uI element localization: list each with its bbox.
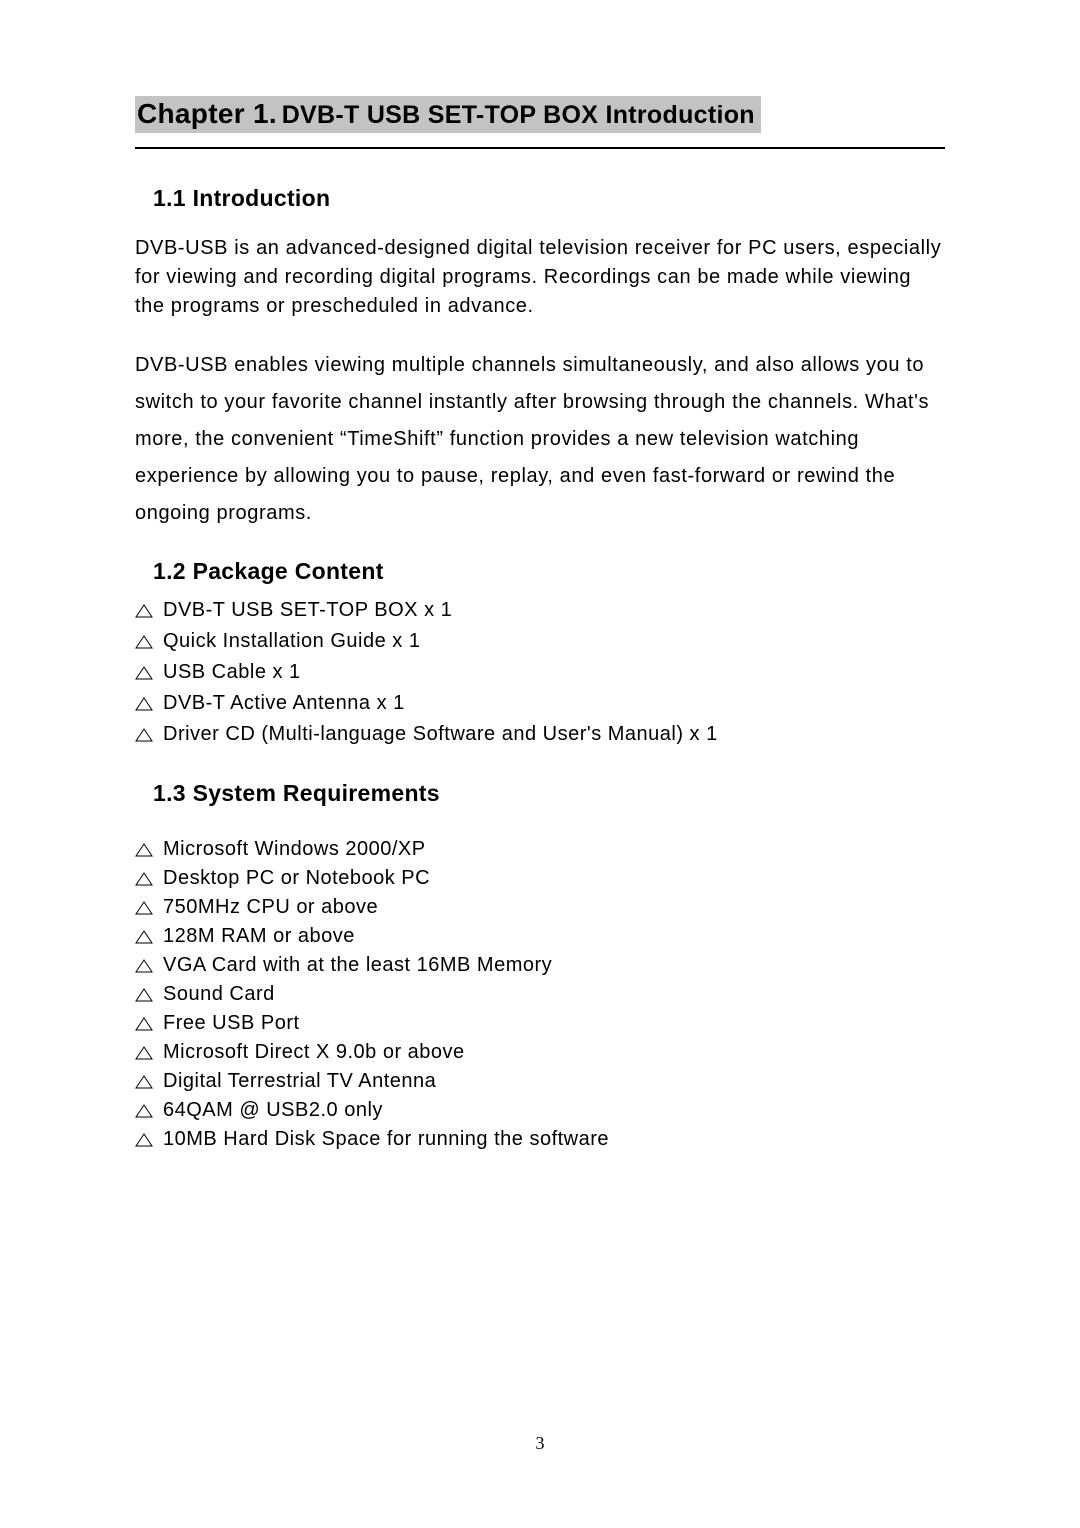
list-item-text: 128M RAM or above <box>163 922 355 951</box>
list-item-text: Digital Terrestrial TV Antenna <box>163 1067 436 1096</box>
intro-paragraph-1: DVB-USB is an advanced-designed digital … <box>135 234 945 321</box>
triangle-bullet-icon <box>135 988 155 1002</box>
triangle-bullet-icon <box>135 666 155 680</box>
package-content-list: DVB-T USB SET-TOP BOX x 1 Quick Installa… <box>135 595 945 750</box>
triangle-bullet-icon <box>135 930 155 944</box>
triangle-bullet-icon <box>135 843 155 857</box>
triangle-bullet-icon <box>135 1017 155 1031</box>
list-item-text: 10MB Hard Disk Space for running the sof… <box>163 1125 609 1154</box>
list-item-text: Desktop PC or Notebook PC <box>163 864 430 893</box>
list-item-text: Sound Card <box>163 980 275 1009</box>
list-item: 64QAM @ USB2.0 only <box>135 1096 945 1125</box>
section-heading-1-1: 1.1 Introduction <box>153 185 945 212</box>
list-item: Driver CD (Multi-language Software and U… <box>135 719 945 750</box>
list-item: Desktop PC or Notebook PC <box>135 864 945 893</box>
list-item: Digital Terrestrial TV Antenna <box>135 1067 945 1096</box>
triangle-bullet-icon <box>135 1104 155 1118</box>
list-item-text: USB Cable x 1 <box>163 657 301 688</box>
list-item-text: Driver CD (Multi-language Software and U… <box>163 719 718 750</box>
list-item: DVB-T Active Antenna x 1 <box>135 688 945 719</box>
chapter-title-bar: Chapter 1. DVB-T USB SET-TOP BOX Introdu… <box>135 96 761 133</box>
list-item-text: DVB-T Active Antenna x 1 <box>163 688 405 719</box>
triangle-bullet-icon <box>135 959 155 973</box>
document-page: Chapter 1. DVB-T USB SET-TOP BOX Introdu… <box>0 0 1080 1528</box>
list-item-text: 750MHz CPU or above <box>163 893 378 922</box>
list-item-text: Microsoft Direct X 9.0b or above <box>163 1038 465 1067</box>
list-item: USB Cable x 1 <box>135 657 945 688</box>
list-item: Quick Installation Guide x 1 <box>135 626 945 657</box>
list-item: 10MB Hard Disk Space for running the sof… <box>135 1125 945 1154</box>
list-item: Microsoft Windows 2000/XP <box>135 835 945 864</box>
triangle-bullet-icon <box>135 901 155 915</box>
list-item: Free USB Port <box>135 1009 945 1038</box>
list-item: 750MHz CPU or above <box>135 893 945 922</box>
list-item-text: Microsoft Windows 2000/XP <box>163 835 426 864</box>
section-heading-1-3: 1.3 System Requirements <box>153 780 945 807</box>
list-item-text: 64QAM @ USB2.0 only <box>163 1096 383 1125</box>
triangle-bullet-icon <box>135 1133 155 1147</box>
page-number: 3 <box>0 1433 1080 1454</box>
list-item-text: DVB-T USB SET-TOP BOX x 1 <box>163 595 452 626</box>
horizontal-rule <box>135 147 945 149</box>
list-item-text: VGA Card with at the least 16MB Memory <box>163 951 552 980</box>
intro-paragraph-2: DVB-USB enables viewing multiple channel… <box>135 347 945 532</box>
section-heading-1-2: 1.2 Package Content <box>153 558 945 585</box>
triangle-bullet-icon <box>135 872 155 886</box>
list-item: DVB-T USB SET-TOP BOX x 1 <box>135 595 945 626</box>
list-item: Sound Card <box>135 980 945 1009</box>
chapter-label: Chapter 1. <box>137 98 277 129</box>
triangle-bullet-icon <box>135 697 155 711</box>
triangle-bullet-icon <box>135 1075 155 1089</box>
triangle-bullet-icon <box>135 1046 155 1060</box>
system-requirements-list: Microsoft Windows 2000/XP Desktop PC or … <box>135 835 945 1154</box>
triangle-bullet-icon <box>135 728 155 742</box>
triangle-bullet-icon <box>135 604 155 618</box>
list-item-text: Free USB Port <box>163 1009 300 1038</box>
list-item: VGA Card with at the least 16MB Memory <box>135 951 945 980</box>
chapter-title-text: DVB-T USB SET-TOP BOX Introduction <box>282 101 755 129</box>
list-item: Microsoft Direct X 9.0b or above <box>135 1038 945 1067</box>
triangle-bullet-icon <box>135 635 155 649</box>
list-item-text: Quick Installation Guide x 1 <box>163 626 420 657</box>
list-item: 128M RAM or above <box>135 922 945 951</box>
